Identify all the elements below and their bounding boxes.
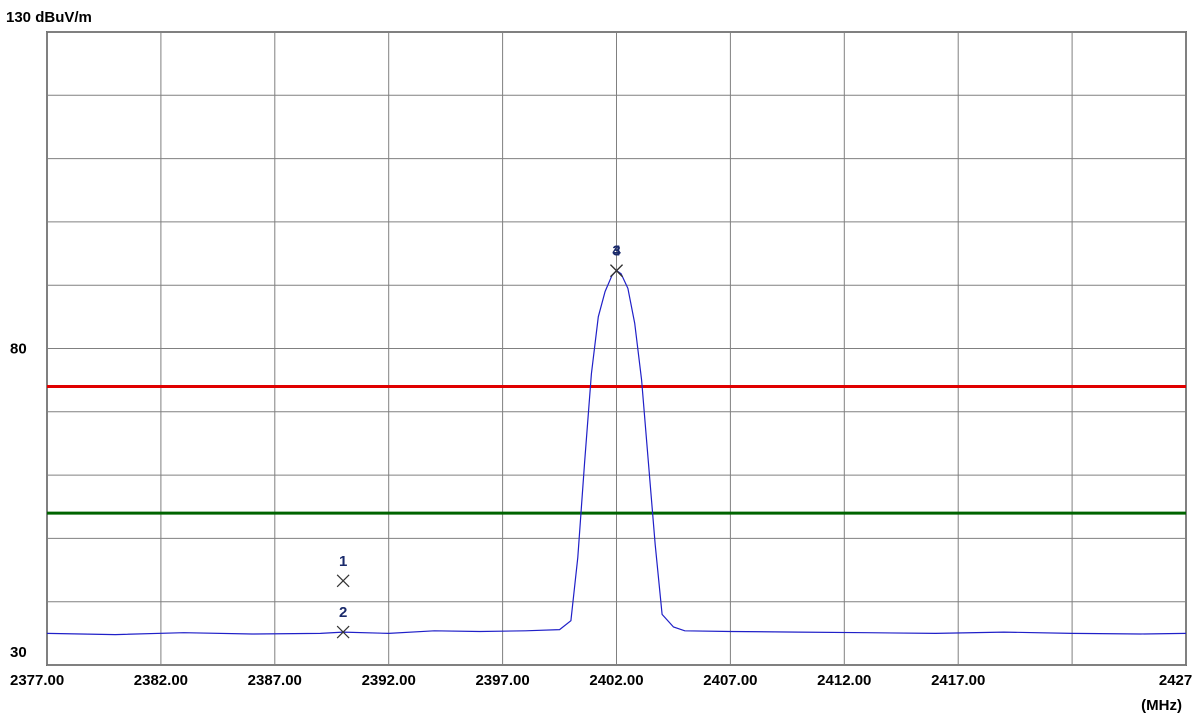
- marker-cross: [336, 625, 350, 639]
- grid: [46, 31, 1187, 666]
- y-tick-labels: 80 30: [10, 341, 27, 662]
- x-tick-label: 2407.00: [703, 672, 757, 689]
- x-tick-labels: 2377.00 2382.00 2387.00 2392.00 2397.00 2402.…: [10, 672, 1192, 689]
- marker-2: 2: [336, 604, 350, 639]
- limit-lines: [47, 384, 1186, 515]
- x-tick-label: 2427.00: [1159, 672, 1192, 689]
- x-tick-label: 2377.00: [10, 672, 64, 689]
- y-tick-label: 80: [10, 341, 27, 358]
- x-tick-label: 2397.00: [475, 672, 529, 689]
- x-tick-label: 2402.00: [589, 672, 643, 689]
- marker-label: 1: [339, 553, 347, 570]
- x-tick-label: 2387.00: [248, 672, 302, 689]
- x-axis-unit-label: (MHz): [1141, 697, 1182, 714]
- y-axis-unit-label: 130 dBuV/m: [6, 9, 92, 26]
- markers: 1 2 34: [336, 243, 623, 639]
- x-tick-label: 2412.00: [817, 672, 871, 689]
- marker-4: 4: [610, 243, 623, 278]
- x-tick-label: 2417.00: [931, 672, 985, 689]
- y-tick-label: 30: [10, 644, 27, 661]
- marker-label: 2: [339, 604, 347, 621]
- x-tick-label: 2392.00: [362, 672, 416, 689]
- marker-1: 1: [336, 553, 350, 588]
- x-tick-label: 2382.00: [134, 672, 188, 689]
- marker-label: 3: [612, 243, 620, 260]
- marker-label: 4: [612, 243, 621, 260]
- marker-cross: [336, 574, 350, 588]
- marker-cross: [610, 264, 623, 278]
